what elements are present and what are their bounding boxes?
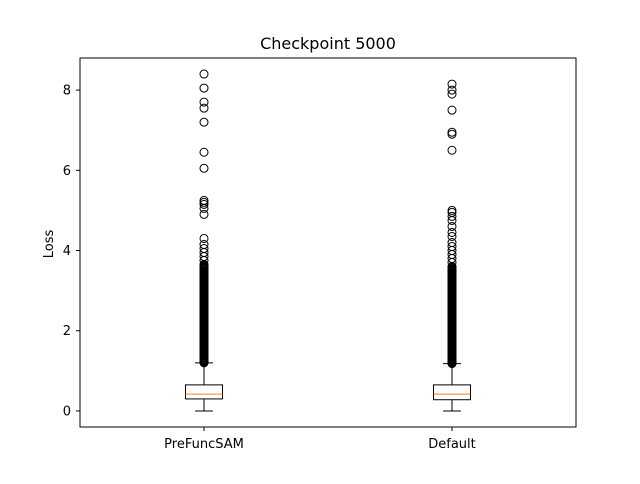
outlier-point xyxy=(199,197,209,207)
outlier-point xyxy=(447,89,457,99)
outlier-point xyxy=(447,231,457,241)
axes-frame xyxy=(79,57,577,428)
y-axis-label: Loss xyxy=(42,230,57,259)
outlier-point xyxy=(199,69,209,79)
x-tick-label: Default xyxy=(428,437,476,452)
outlier-point xyxy=(199,97,209,107)
box-series xyxy=(185,69,471,412)
iqr-box xyxy=(185,384,223,400)
outlier-point xyxy=(447,129,457,139)
outlier-point xyxy=(447,221,457,231)
iqr-box xyxy=(433,384,471,401)
outlier-point xyxy=(447,105,457,115)
y-tick-label: 8 xyxy=(63,84,71,99)
outlier-point xyxy=(199,103,209,113)
outlier-point xyxy=(447,127,457,137)
outlier-point xyxy=(199,195,209,205)
outlier-point xyxy=(199,233,209,243)
box-prefuncsam xyxy=(185,69,223,412)
outlier-point xyxy=(199,209,209,219)
y-tick-label: 2 xyxy=(63,324,71,339)
outlier-point xyxy=(199,244,209,254)
outlier-point xyxy=(447,238,457,247)
outlier-point xyxy=(447,79,457,89)
outlier-point xyxy=(447,85,457,95)
outlier-point xyxy=(447,205,457,215)
y-axis-ticks: 0 2 4 6 8 xyxy=(63,84,80,419)
box-default xyxy=(433,79,471,412)
outlier-point xyxy=(199,147,209,157)
outlier-point xyxy=(199,240,209,250)
outlier-point xyxy=(199,163,209,173)
y-tick-label: 6 xyxy=(63,164,71,179)
outlier-point xyxy=(199,117,209,127)
x-tick-label: PreFuncSAM xyxy=(164,437,244,452)
chart-title: Checkpoint 5000 xyxy=(260,34,396,53)
outlier-point xyxy=(447,227,457,237)
y-tick-label: 0 xyxy=(63,404,71,419)
outlier-point xyxy=(447,211,457,221)
x-axis-ticks: PreFuncSAM Default xyxy=(164,427,476,452)
outlier-point xyxy=(199,83,209,93)
outlier-point xyxy=(447,242,457,252)
y-tick-label: 4 xyxy=(63,244,71,259)
outlier-point xyxy=(447,145,457,155)
